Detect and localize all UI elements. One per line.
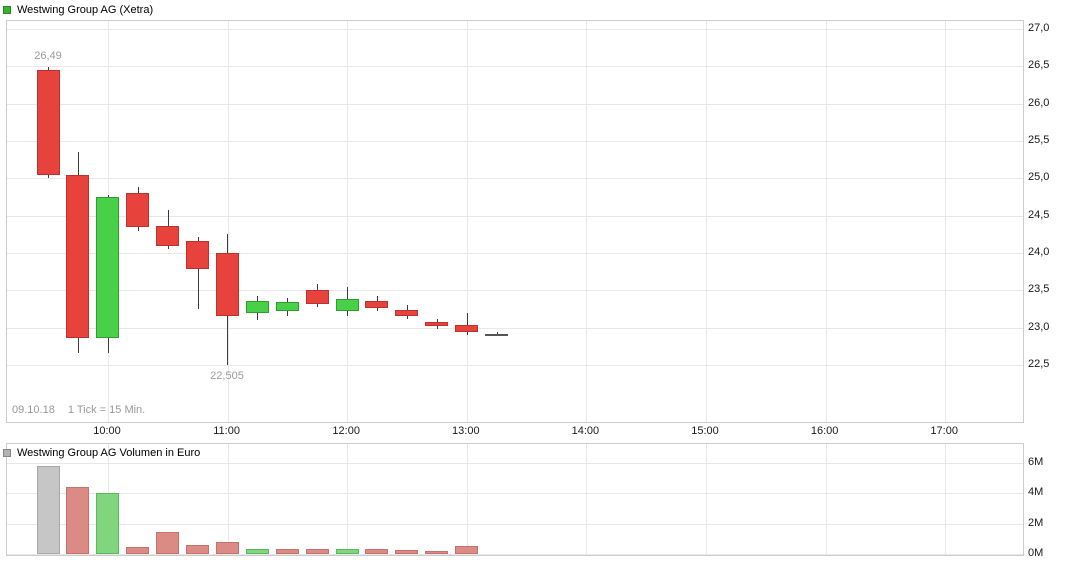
volume-vertical-gridline bbox=[706, 444, 707, 555]
price-gridline bbox=[7, 140, 1023, 142]
candle-body bbox=[216, 252, 239, 317]
price-gridline bbox=[7, 364, 1023, 366]
price-gridline bbox=[7, 327, 1023, 329]
candle-wick bbox=[198, 236, 199, 309]
volume-bar bbox=[336, 549, 359, 554]
volume-vertical-gridline bbox=[825, 444, 827, 555]
price-y-tick-label: 24,0 bbox=[1028, 245, 1050, 258]
price-vertical-gridline bbox=[227, 21, 229, 422]
price-gridline bbox=[7, 66, 1023, 68]
candle-wick bbox=[467, 312, 468, 336]
price-vertical-gridline bbox=[466, 21, 468, 422]
candle-wick bbox=[497, 332, 498, 336]
volume-bar bbox=[365, 548, 388, 554]
volume-bar bbox=[276, 549, 299, 554]
volume-vertical-gridline bbox=[466, 444, 468, 555]
volume-vertical-gridline bbox=[945, 444, 947, 555]
candle-body bbox=[485, 334, 508, 337]
volume-gridline bbox=[7, 554, 1023, 555]
time-tick-label: 15:00 bbox=[691, 425, 719, 437]
candle-body bbox=[186, 241, 209, 270]
volume-gridline bbox=[7, 462, 1023, 464]
volume-bar bbox=[425, 550, 448, 554]
candle-body bbox=[246, 300, 269, 313]
time-tick-label: 12:00 bbox=[332, 425, 360, 437]
volume-gridline bbox=[7, 493, 1023, 495]
time-tick-label: 16:00 bbox=[810, 425, 839, 437]
candle-body bbox=[425, 322, 448, 327]
tick-interval-label: 1 Tick = 15 Min. bbox=[67, 404, 146, 416]
volume-y-tick-label: 4M bbox=[1028, 486, 1044, 499]
candle-body bbox=[96, 196, 119, 339]
candle-body bbox=[455, 325, 478, 333]
price-y-tick-label: 23,0 bbox=[1028, 320, 1050, 333]
price-gridline bbox=[7, 178, 1023, 180]
volume-bar bbox=[246, 549, 269, 554]
price-y-tick-label: 26,5 bbox=[1028, 59, 1050, 72]
low-annotation: 22,505 bbox=[210, 369, 244, 382]
price-y-tick-label: 25,0 bbox=[1028, 171, 1050, 184]
volume-chart-title: Westwing Group AG Volumen in Euro bbox=[17, 447, 201, 459]
price-y-tick-label: 25,5 bbox=[1028, 133, 1050, 146]
date-label: 09.10.18 bbox=[12, 404, 55, 416]
price-gridline bbox=[7, 215, 1023, 217]
volume-bar bbox=[66, 487, 89, 554]
price-vertical-gridline bbox=[586, 21, 588, 422]
candle-body bbox=[336, 299, 359, 312]
volume-vertical-gridline bbox=[586, 444, 588, 555]
volume-y-tick-label: 0M bbox=[1028, 547, 1044, 559]
candle-body bbox=[66, 174, 89, 339]
price-y-tick-label: 26,0 bbox=[1028, 96, 1050, 109]
price-vertical-gridline bbox=[347, 21, 349, 422]
high-annotation: 26,49 bbox=[34, 50, 62, 63]
volume-vertical-gridline bbox=[227, 444, 229, 555]
candle-body bbox=[306, 290, 329, 304]
candle-body bbox=[365, 300, 388, 309]
volume-bar bbox=[455, 545, 478, 554]
price-gridline bbox=[7, 290, 1023, 292]
price-chart-title: Westwing Group AG (Xetra) bbox=[17, 4, 154, 16]
volume-series-legend-icon bbox=[3, 449, 11, 457]
time-tick-label: 11:00 bbox=[213, 425, 240, 437]
price-y-tick-label: 27,0 bbox=[1028, 22, 1050, 34]
price-vertical-gridline bbox=[706, 21, 707, 422]
volume-bar bbox=[395, 550, 418, 554]
price-y-tick-label: 22,5 bbox=[1028, 357, 1050, 370]
price-y-tick-label: 23,5 bbox=[1028, 283, 1050, 296]
time-tick-label: 14:00 bbox=[571, 425, 600, 437]
volume-bar bbox=[37, 466, 60, 554]
volume-y-tick-label: 6M bbox=[1028, 455, 1044, 468]
price-gridline bbox=[7, 29, 1023, 30]
price-vertical-gridline bbox=[945, 21, 947, 422]
candle-body bbox=[156, 226, 179, 246]
volume-bar bbox=[96, 493, 119, 554]
price-y-tick-label: 24,5 bbox=[1028, 208, 1050, 221]
volume-gridline bbox=[7, 523, 1023, 525]
price-plot-area: 26,49 22,505 bbox=[6, 20, 1024, 423]
candle-body bbox=[37, 70, 60, 175]
candle-body bbox=[276, 301, 299, 312]
date-interval-note: 09.10.18 1 Tick = 15 Min. bbox=[12, 404, 155, 416]
candle-body bbox=[126, 193, 149, 227]
volume-vertical-gridline bbox=[347, 444, 349, 555]
price-vertical-gridline bbox=[825, 21, 827, 422]
price-gridline bbox=[7, 252, 1023, 254]
volume-bar bbox=[156, 532, 179, 554]
time-tick-label: 17:00 bbox=[930, 425, 958, 437]
time-tick-label: 13:00 bbox=[452, 425, 480, 437]
candle-body bbox=[395, 309, 418, 316]
price-chart-header: Westwing Group AG (Xetra) bbox=[3, 4, 153, 16]
volume-y-tick-label: 2M bbox=[1028, 516, 1044, 529]
time-tick-label: 10:00 bbox=[93, 425, 121, 437]
price-series-legend-icon bbox=[3, 6, 11, 14]
volume-bar bbox=[126, 547, 149, 554]
volume-bar bbox=[306, 549, 329, 554]
volume-plot-area bbox=[6, 443, 1024, 556]
volume-bar bbox=[216, 541, 239, 554]
volume-chart-header: Westwing Group AG Volumen in Euro bbox=[3, 447, 200, 459]
volume-bar bbox=[186, 544, 209, 554]
price-gridline bbox=[7, 103, 1023, 105]
